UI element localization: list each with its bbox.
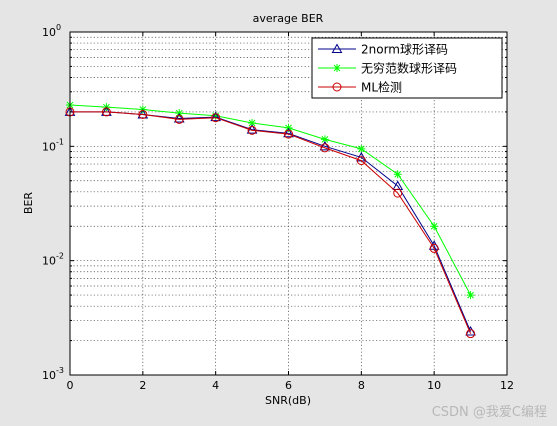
data-point <box>429 243 439 253</box>
x-tick-label: 6 <box>285 379 292 392</box>
series-2 <box>65 107 476 339</box>
chart-title: average BER <box>253 12 324 25</box>
y-axis-label: BER <box>22 192 35 214</box>
legend-label: ML检测 <box>361 80 402 95</box>
data-point <box>357 144 366 153</box>
data-point <box>210 111 222 122</box>
x-tick-label: 2 <box>139 379 146 392</box>
y-tick-label: 10-3 <box>42 366 64 382</box>
x-tick-label: 12 <box>500 379 514 392</box>
legend-marker <box>333 64 341 72</box>
data-point <box>174 114 184 124</box>
x-tick-label: 4 <box>212 379 219 392</box>
series-line <box>70 111 472 334</box>
data-point <box>319 140 331 151</box>
watermark: CSDN @我爱C编程 <box>431 405 547 420</box>
ticks: 0 2 4 6 8 10 12 100 10-1 10-2 10-3 <box>42 23 514 392</box>
data-point <box>356 156 366 166</box>
x-tick-label: 8 <box>358 379 365 392</box>
series-layer <box>64 100 476 339</box>
legend-marker <box>331 43 343 53</box>
data-point <box>465 326 476 336</box>
x-axis-label: SNR(dB) <box>265 394 311 407</box>
y-tick-label: 10-2 <box>42 252 64 268</box>
data-point <box>393 188 403 198</box>
x-tick-label: 0 <box>67 379 74 392</box>
data-point <box>466 329 476 339</box>
x-tick-label: 10 <box>427 379 441 392</box>
data-point <box>247 125 257 135</box>
y-tick-label: 10-1 <box>42 137 64 153</box>
data-point <box>393 170 402 179</box>
data-point <box>211 111 220 120</box>
data-point <box>430 222 439 231</box>
y-tick-label: 100 <box>42 23 61 39</box>
data-point <box>173 113 185 123</box>
legend-label: 无穷范数球形译码 <box>361 61 457 76</box>
data-point <box>248 118 257 127</box>
data-point <box>320 143 330 153</box>
data-point <box>138 109 148 119</box>
legend-label: 2norm球形译码 <box>361 43 448 57</box>
data-point <box>466 291 475 300</box>
data-point <box>320 135 329 144</box>
data-point <box>283 127 294 138</box>
legend-marker <box>332 82 342 92</box>
data-point <box>101 107 111 117</box>
series-line <box>69 104 472 296</box>
data-point <box>211 113 221 123</box>
data-point <box>284 129 293 139</box>
